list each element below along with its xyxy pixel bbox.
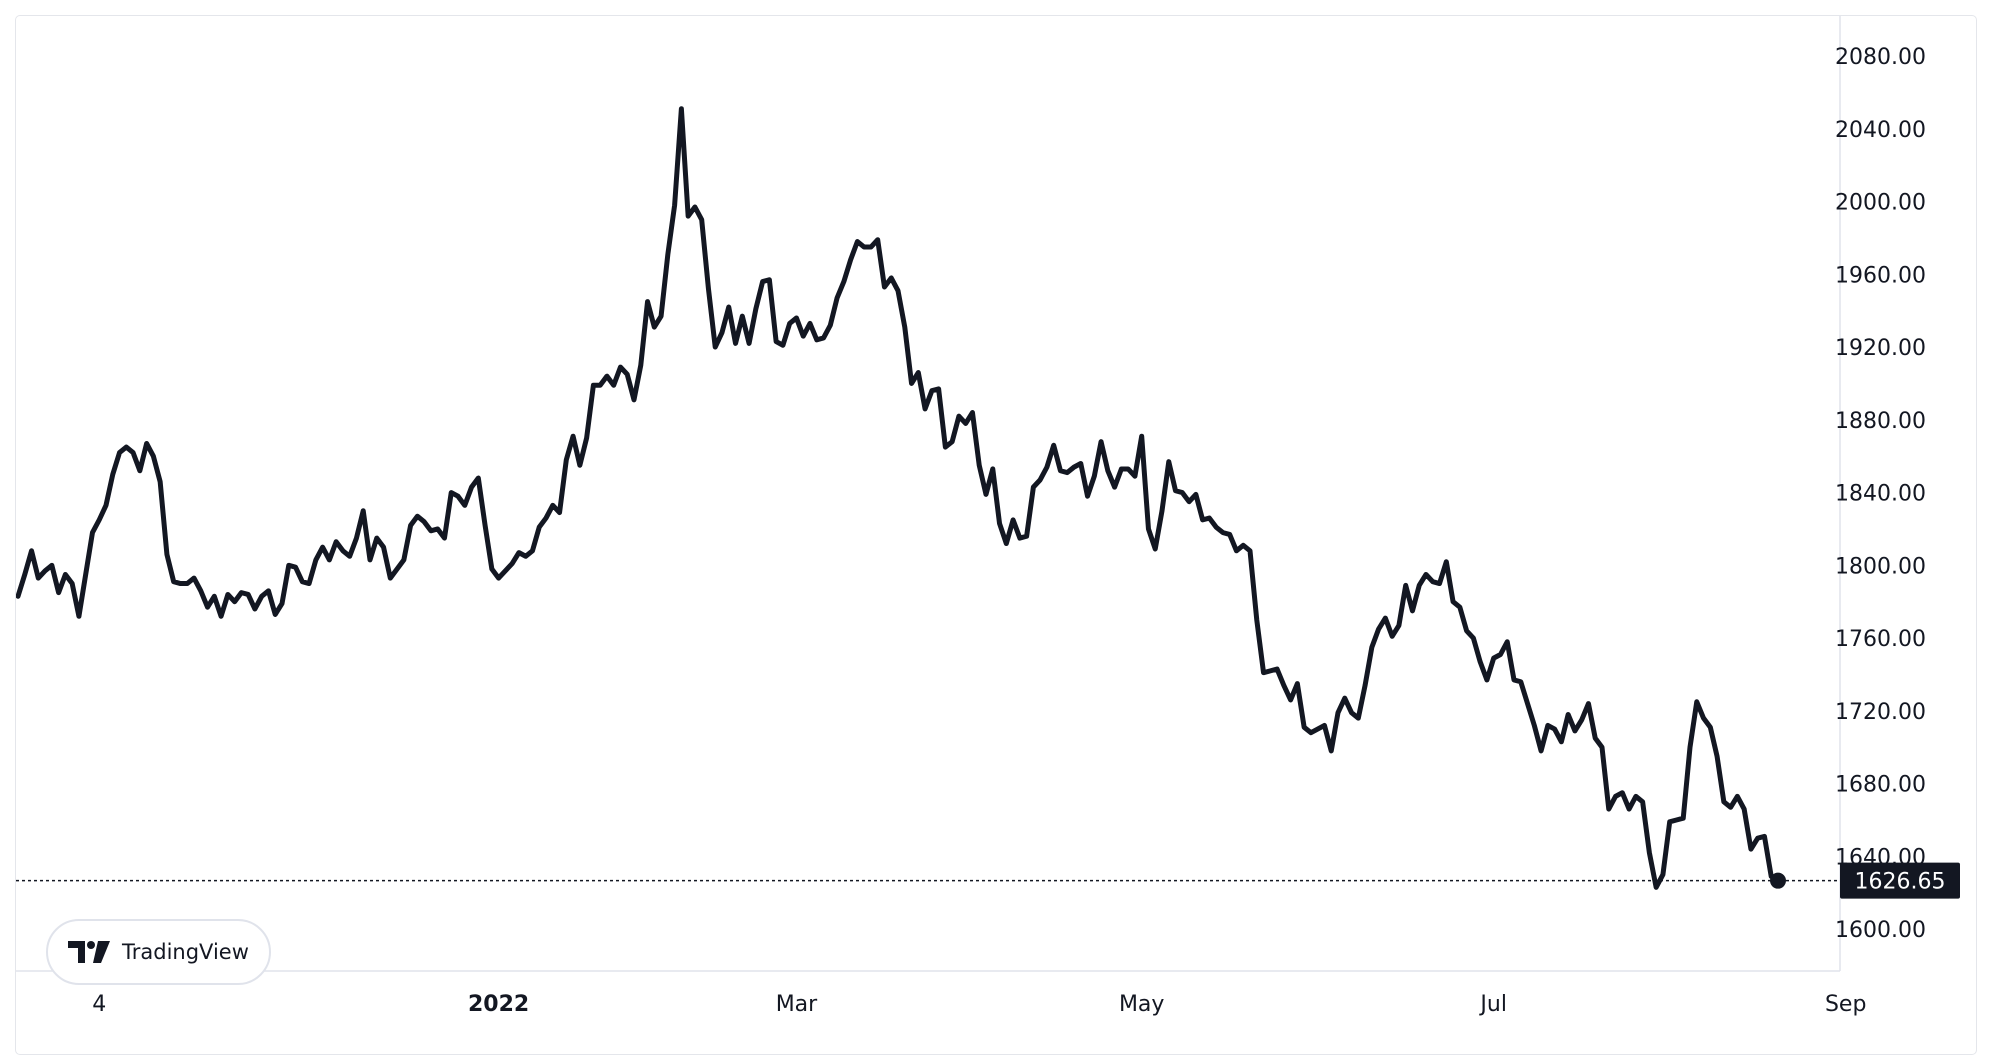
y-tick-label: 1840.00 <box>1835 482 1926 507</box>
y-axis: 2080.00 2040.00 2000.00 1960.00 1920.00 1880.… <box>1835 45 1926 943</box>
x-tick-label: 4 <box>92 992 106 1017</box>
x-tick-label: Mar <box>776 992 818 1017</box>
y-tick-label: 1800.00 <box>1835 554 1926 579</box>
last-price-marker: 1626.65 <box>16 862 1960 899</box>
y-tick-label: 1760.00 <box>1835 627 1926 652</box>
y-tick-label: 2040.00 <box>1835 118 1926 143</box>
chart-frame: 2080.00 2040.00 2000.00 1960.00 1920.00 1880.… <box>15 15 1977 1055</box>
y-tick-label: 1600.00 <box>1835 918 1926 943</box>
tradingview-logo-text: TradingView <box>122 940 249 964</box>
y-tick-label: 2080.00 <box>1835 45 1926 70</box>
x-tick-label: Jul <box>1478 992 1507 1017</box>
y-tick-label: 1680.00 <box>1835 773 1926 798</box>
y-tick-label: 2000.00 <box>1835 191 1926 216</box>
y-tick-label: 1720.00 <box>1835 700 1926 725</box>
y-tick-label: 1880.00 <box>1835 409 1926 434</box>
last-point <box>1770 872 1786 889</box>
last-price-box <box>1840 862 1960 899</box>
x-tick-label: Sep <box>1825 992 1866 1017</box>
series-line <box>16 106 1781 890</box>
tradingview-logo-icon <box>68 941 110 963</box>
x-axis: 42022MarMayJulSep5 <box>92 992 1866 1017</box>
y-tick-label: 1920.00 <box>1835 336 1926 361</box>
x-tick-label: 2022 <box>468 992 529 1017</box>
tradingview-logo-badge[interactable]: TradingView <box>46 919 271 985</box>
price-chart[interactable]: 2080.00 2040.00 2000.00 1960.00 1920.00 1880.… <box>16 16 1978 1056</box>
x-tick-label: May <box>1119 992 1164 1017</box>
y-tick-label: 1960.00 <box>1835 263 1926 288</box>
series-group <box>16 106 1781 890</box>
last-price-label: 1626.65 <box>1855 870 1946 895</box>
